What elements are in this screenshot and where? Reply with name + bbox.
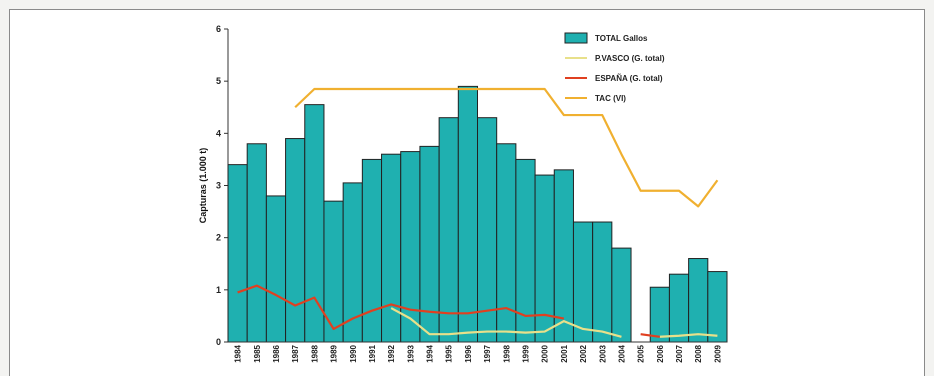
x-tick-label: 1999 <box>521 344 530 362</box>
bar <box>688 258 709 343</box>
bar <box>400 151 421 343</box>
bar <box>477 117 498 343</box>
x-tick-label: 1993 <box>406 344 415 362</box>
y-tick-label: 6 <box>216 24 221 34</box>
x-tick-label: 1988 <box>310 344 319 362</box>
y-tick-label: 2 <box>216 233 221 243</box>
x-tick-label: 1989 <box>330 344 339 362</box>
x-tick-label: 1984 <box>234 344 243 362</box>
x-tick-label: 2008 <box>694 344 703 362</box>
series-line <box>237 284 565 331</box>
bar <box>323 200 344 343</box>
legend-label: P.VASCO (G. total) <box>595 54 665 63</box>
y-tick-label: 0 <box>216 337 221 347</box>
legend-label: TAC (VI) <box>595 94 626 103</box>
x-tick-label: 1992 <box>387 344 396 362</box>
x-tick-label: 1998 <box>502 344 511 362</box>
x-tick-label: 1991 <box>368 344 377 362</box>
x-tick-label: 1997 <box>483 344 492 362</box>
x-tick-label: 1990 <box>349 344 358 362</box>
bar <box>572 221 594 343</box>
bar <box>438 117 459 343</box>
bar <box>496 143 517 343</box>
bar <box>246 143 267 343</box>
x-tick-label: 1996 <box>464 344 473 362</box>
y-tick-label: 4 <box>216 128 221 138</box>
legend-swatch <box>564 32 588 44</box>
legend-label: TOTAL Gallos <box>595 34 648 43</box>
x-tick-label: 1985 <box>253 344 262 362</box>
bar <box>265 195 287 343</box>
x-tick-label: 2002 <box>579 344 588 362</box>
y-tick-label: 5 <box>216 76 221 86</box>
bar <box>304 104 325 343</box>
series-line <box>659 333 718 338</box>
series-line <box>390 307 622 338</box>
bar <box>227 164 248 343</box>
x-tick-label: 2003 <box>598 344 607 362</box>
x-tick-label: 1987 <box>291 344 300 362</box>
bar <box>592 221 613 343</box>
series-line <box>640 333 660 338</box>
bar <box>649 286 670 343</box>
bar <box>381 153 402 343</box>
y-tick-label: 1 <box>216 285 221 295</box>
bar <box>611 247 632 343</box>
bar <box>707 271 728 343</box>
x-tick-label: 2009 <box>713 344 722 362</box>
x-tick-label: 2001 <box>560 344 569 362</box>
x-tick-label: 1995 <box>445 344 454 362</box>
x-tick-label: 2005 <box>637 344 646 362</box>
x-tick-label: 1986 <box>272 344 281 362</box>
x-tick-label: 2007 <box>675 344 684 362</box>
x-tick-label: 2000 <box>541 344 550 362</box>
x-tick-label: 2006 <box>656 344 665 362</box>
y-tick-label: 3 <box>216 181 221 191</box>
bar <box>285 138 306 343</box>
bar <box>457 85 478 343</box>
series-line <box>294 87 719 208</box>
x-tick-label: 2004 <box>617 344 626 362</box>
y-axis-label: Capturas (1.000 t) <box>198 148 208 224</box>
legend-label: ESPAÑA (G. total) <box>595 74 663 83</box>
bar <box>668 273 690 343</box>
x-tick-label: 1994 <box>426 344 435 362</box>
